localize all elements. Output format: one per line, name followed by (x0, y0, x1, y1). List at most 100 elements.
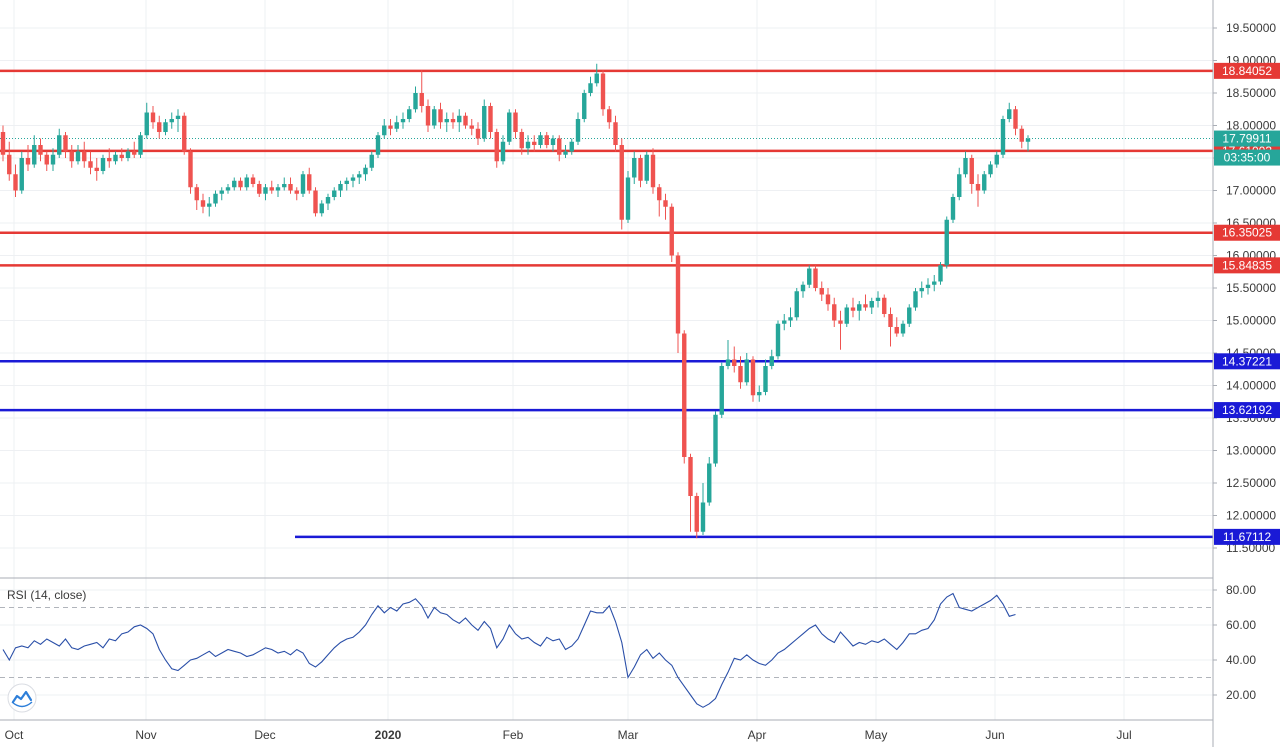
candle[interactable] (13, 164, 18, 198)
candle[interactable] (732, 346, 737, 373)
candle[interactable] (294, 187, 299, 201)
candle[interactable] (113, 151, 118, 165)
candle[interactable] (182, 112, 187, 155)
candle[interactable] (257, 180, 262, 197)
candle[interactable] (400, 112, 406, 129)
candle[interactable] (263, 184, 268, 201)
candle[interactable] (663, 193, 668, 220)
candle[interactable] (882, 294, 887, 318)
candle[interactable] (125, 148, 131, 162)
candle[interactable] (1019, 125, 1024, 149)
candle[interactable] (507, 109, 512, 145)
candle[interactable] (525, 135, 531, 155)
candle[interactable] (682, 330, 687, 464)
candle[interactable] (963, 151, 968, 178)
candle[interactable] (925, 278, 931, 295)
candle[interactable] (957, 167, 962, 201)
candle[interactable] (250, 174, 256, 188)
candle[interactable] (69, 145, 74, 168)
candle[interactable] (94, 158, 99, 181)
candle[interactable] (213, 190, 218, 207)
candle[interactable] (919, 281, 924, 298)
candle[interactable] (832, 297, 837, 327)
candle[interactable] (469, 119, 474, 136)
candle[interactable] (169, 112, 174, 129)
candle[interactable] (225, 184, 231, 194)
candle[interactable] (557, 135, 562, 162)
candle[interactable] (519, 128, 524, 155)
candle[interactable] (0, 125, 6, 162)
candle[interactable] (313, 187, 318, 217)
candle[interactable] (782, 314, 787, 331)
candle[interactable] (600, 70, 606, 116)
candle[interactable] (725, 340, 731, 370)
candle[interactable] (338, 180, 343, 197)
candle[interactable] (619, 138, 624, 230)
candle[interactable] (1013, 106, 1018, 136)
candle[interactable] (769, 349, 774, 370)
candle[interactable] (457, 109, 462, 132)
candle[interactable] (625, 171, 631, 223)
candle[interactable] (175, 109, 181, 132)
candle[interactable] (407, 106, 412, 123)
candle[interactable] (50, 148, 56, 171)
candle[interactable] (157, 115, 162, 139)
candle[interactable] (857, 301, 862, 321)
candle[interactable] (413, 86, 418, 113)
candle[interactable] (632, 151, 637, 185)
candle[interactable] (850, 297, 856, 318)
candle[interactable] (100, 154, 106, 175)
candles-layer[interactable] (0, 63, 1031, 539)
candle[interactable] (982, 171, 987, 194)
candle[interactable] (657, 184, 662, 217)
candle[interactable] (713, 411, 718, 467)
candle[interactable] (494, 128, 499, 168)
candle[interactable] (575, 112, 581, 146)
candle[interactable] (775, 320, 781, 360)
candle[interactable] (750, 356, 756, 402)
candle[interactable] (163, 119, 168, 136)
candle[interactable] (450, 112, 456, 129)
candle[interactable] (119, 148, 124, 162)
candle[interactable] (357, 171, 362, 184)
candle[interactable] (532, 135, 537, 152)
candle[interactable] (325, 193, 331, 210)
candle[interactable] (675, 252, 681, 353)
candle[interactable] (669, 203, 674, 263)
candle[interactable] (763, 359, 768, 396)
candle[interactable] (232, 177, 237, 191)
candle[interactable] (875, 291, 881, 308)
candle[interactable] (869, 297, 874, 314)
candle[interactable] (1007, 102, 1012, 123)
candle[interactable] (275, 184, 281, 197)
candle[interactable] (388, 119, 393, 136)
candle[interactable] (244, 174, 249, 191)
candle[interactable] (838, 310, 843, 350)
candle[interactable] (569, 138, 574, 155)
candle[interactable] (825, 288, 831, 311)
candle[interactable] (700, 483, 706, 535)
candle[interactable] (438, 102, 443, 129)
candle[interactable] (57, 128, 62, 158)
candle[interactable] (757, 385, 762, 402)
candle[interactable] (913, 288, 918, 311)
candle[interactable] (82, 141, 87, 168)
candle[interactable] (269, 180, 274, 194)
candle[interactable] (107, 148, 112, 168)
candle[interactable] (307, 167, 312, 194)
candle[interactable] (350, 174, 356, 188)
candle[interactable] (300, 171, 306, 197)
candle[interactable] (1025, 135, 1031, 152)
candle[interactable] (200, 193, 206, 214)
candle[interactable] (44, 151, 49, 172)
candle[interactable] (950, 193, 956, 223)
candle[interactable] (513, 109, 518, 139)
candle[interactable] (744, 353, 749, 386)
candle[interactable] (550, 135, 556, 152)
candle[interactable] (800, 281, 806, 298)
candle[interactable] (144, 102, 149, 139)
candle[interactable] (582, 89, 587, 123)
candle[interactable] (644, 151, 649, 185)
